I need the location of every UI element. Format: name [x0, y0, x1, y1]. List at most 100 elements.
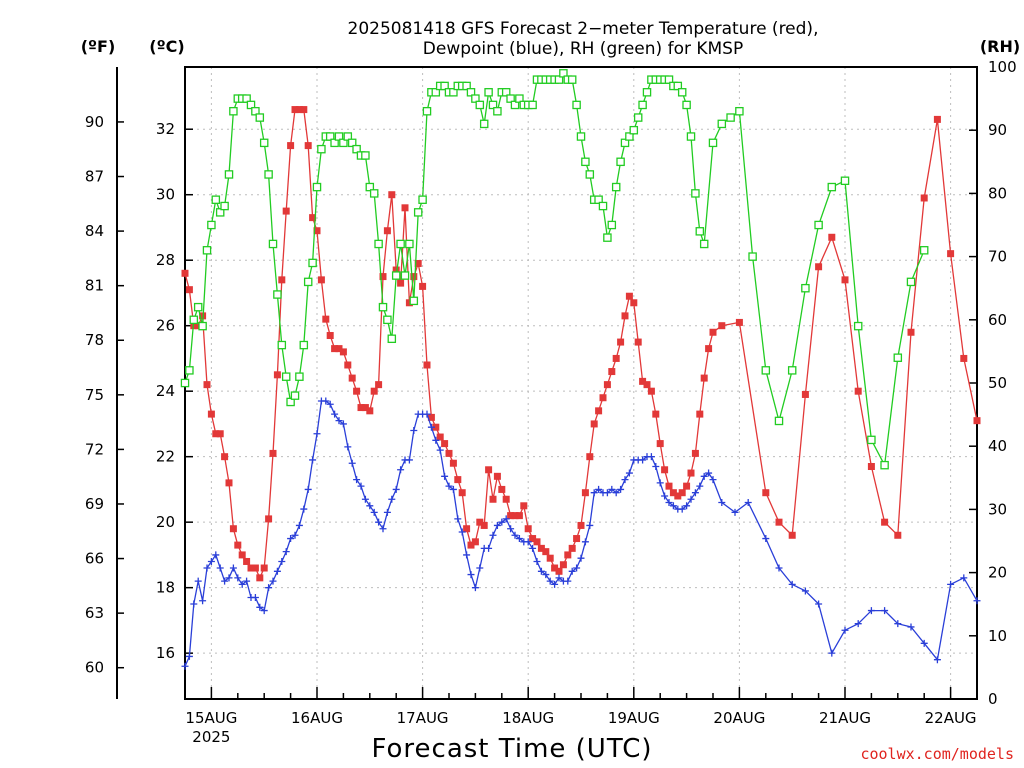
dewpoint-point	[744, 499, 752, 507]
temperature-point	[401, 204, 409, 212]
temperature-point	[476, 518, 484, 526]
rh-point	[229, 106, 238, 116]
temperature-point	[542, 548, 550, 556]
rh-point	[215, 208, 225, 217]
dewpoint-point	[366, 502, 374, 510]
dewpoint-point	[801, 587, 809, 595]
dewpoint-point	[392, 485, 400, 493]
temperature-point	[339, 348, 347, 356]
dewpoint-point	[573, 564, 581, 572]
temperature-point	[414, 259, 422, 267]
temperature-point	[630, 299, 638, 307]
dewpoint-point	[225, 574, 233, 582]
temperature-point	[586, 453, 594, 461]
dewpoint-point	[608, 485, 616, 493]
temperature-point	[973, 417, 981, 425]
rh-point	[528, 100, 537, 110]
temperature-point	[300, 106, 308, 114]
temperature-point	[581, 489, 589, 497]
temperature-point	[471, 538, 479, 546]
rh-point	[207, 220, 216, 230]
temperature-point	[656, 440, 664, 448]
rh-point	[312, 182, 322, 192]
dewpoint-point	[546, 577, 554, 585]
rh-point	[387, 334, 397, 344]
dewpoint-point	[471, 584, 479, 592]
rh-point	[638, 100, 647, 110]
dewpoint-point	[309, 456, 317, 464]
temperature-point	[828, 233, 836, 241]
temperature-point	[243, 557, 251, 565]
dewpoint-point	[595, 485, 603, 493]
rh-point	[189, 315, 199, 325]
fahrenheit-tick-label: 84	[85, 222, 104, 240]
temperature-point	[194, 322, 202, 330]
dewpoint-point	[867, 607, 875, 615]
temperature-point	[507, 512, 515, 520]
rh-point	[365, 182, 375, 192]
temperature-point	[841, 276, 849, 284]
temperature-point	[370, 387, 378, 395]
dewpoint-point	[410, 426, 418, 434]
dewpoint-point	[370, 508, 378, 516]
temperature-point	[357, 404, 365, 412]
rh-tick-label: 90	[988, 121, 1007, 139]
temperature-point	[405, 299, 413, 307]
rh-point	[418, 195, 427, 204]
rh-point	[554, 75, 564, 84]
dewpoint-point	[617, 485, 625, 493]
temperature-point	[269, 449, 277, 457]
rh-point	[268, 239, 278, 249]
temperature-point	[322, 315, 330, 323]
temperature-point	[445, 449, 453, 457]
chart-title-line2: Dewpoint (blue), RH (green) for KMSP	[423, 39, 743, 59]
dewpoint-point	[190, 600, 198, 608]
temperature-point	[687, 469, 695, 477]
temperature-point	[590, 420, 598, 428]
rh-point	[286, 397, 295, 407]
rh-point	[383, 315, 392, 325]
fahrenheit-tick-label: 66	[85, 550, 104, 568]
temperature-point	[700, 374, 708, 382]
rh-point	[211, 195, 221, 204]
dewpoint-point	[458, 528, 466, 536]
dewpoint-point	[709, 476, 717, 484]
temperature-point	[762, 489, 770, 497]
fahrenheit-tick-label: 81	[85, 277, 104, 295]
dewpoint-series	[181, 397, 981, 670]
rh-point	[633, 113, 643, 122]
temperature-point	[564, 551, 572, 559]
temperature-point	[265, 515, 273, 523]
dewpoint-point	[489, 531, 497, 539]
dewpoint-point	[621, 476, 629, 484]
dewpoint-point	[335, 417, 343, 425]
rh-tick-label: 80	[988, 184, 1007, 202]
fahrenheit-tick-label: 72	[85, 440, 104, 458]
rh-point	[867, 435, 876, 445]
dewpoint-point	[828, 649, 836, 657]
rh-point	[576, 132, 586, 141]
rh-point	[264, 170, 273, 179]
rh-point	[193, 302, 203, 312]
rh-point	[251, 106, 260, 116]
dewpoint-point	[775, 564, 783, 572]
temperature-point	[661, 466, 669, 474]
dewpoint-point	[181, 662, 189, 670]
temperature-point	[256, 574, 264, 582]
dewpoint-point	[436, 446, 444, 454]
temperature-point	[489, 495, 497, 503]
x-axis-title: Forecast Time (UTC)	[371, 734, 652, 764]
rh-point	[242, 94, 251, 103]
temperature-point	[375, 381, 383, 389]
dewpoint-point	[221, 577, 229, 585]
rh-point	[330, 138, 339, 148]
rh-tick-label: 10	[988, 627, 1007, 645]
temperature-point	[854, 387, 862, 395]
dewpoint-point	[678, 505, 686, 513]
dewpoint-point	[542, 571, 550, 579]
dewpoint-point	[502, 515, 510, 523]
rh-point	[827, 182, 837, 192]
x-tick-label: 18AUG	[502, 709, 554, 727]
temperature-point	[441, 440, 449, 448]
dewpoint-point	[973, 597, 981, 605]
